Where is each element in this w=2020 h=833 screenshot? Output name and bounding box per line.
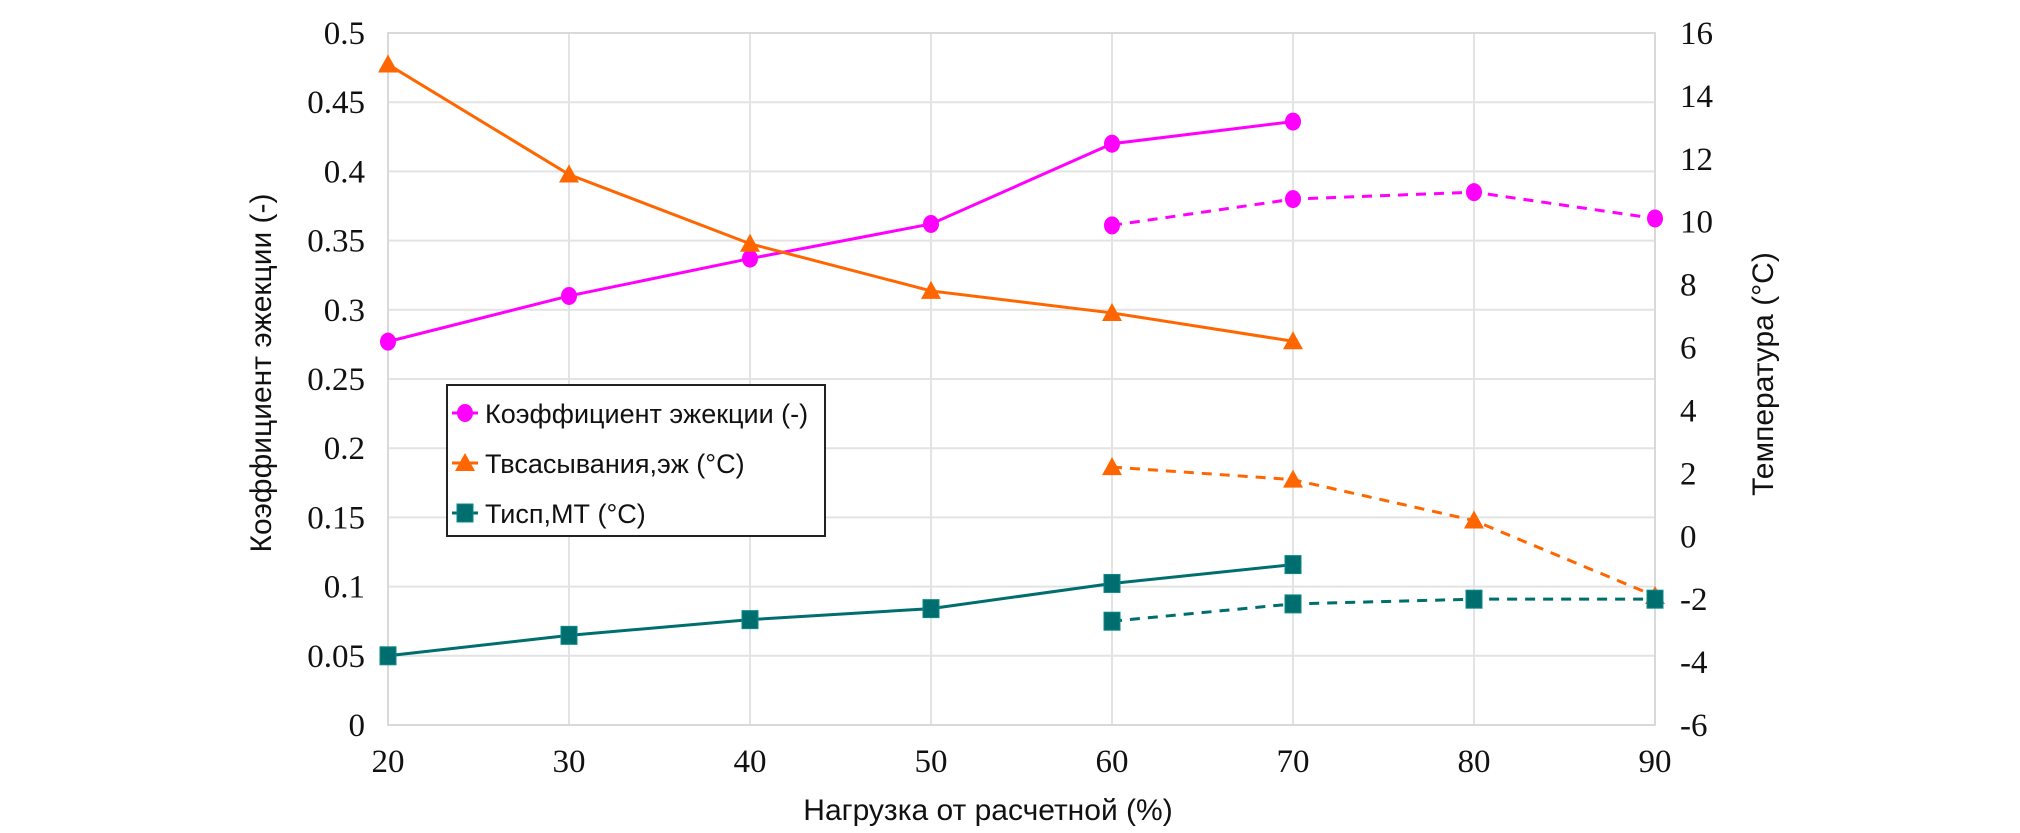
series-line [1111, 597, 1655, 623]
data-point [1284, 594, 1302, 614]
data-point [560, 625, 578, 645]
y2-tick-label: 10 [1680, 205, 1713, 241]
series-3 [378, 54, 1303, 350]
series-6 [1103, 589, 1664, 631]
data-point [1285, 190, 1301, 209]
y-tick-label: 0.15 [307, 500, 365, 536]
data-point [921, 280, 941, 299]
y-tick-label: 0.25 [307, 362, 365, 398]
data-point [742, 249, 758, 268]
x-tick-label: 50 [915, 744, 948, 780]
x-tick-label: 40 [734, 744, 767, 780]
y-axis-left-ticks: 0 0.05 0.1 0.15 0.2 0.25 0.3 0.35 0.4 0.45 0.5 [307, 16, 365, 744]
y2-tick-label: -6 [1680, 708, 1708, 744]
data-point [559, 164, 579, 183]
series-line [387, 63, 1294, 343]
data-point [1283, 469, 1303, 488]
data-point [1465, 589, 1483, 609]
y-tick-label: 0.35 [307, 224, 365, 260]
series-1 [380, 112, 1301, 351]
data-point [1464, 510, 1484, 529]
y2-tick-label: -4 [1680, 645, 1708, 681]
y-tick-label: 0 [349, 708, 366, 744]
data-point [1284, 555, 1302, 575]
x-tick-label: 90 [1639, 744, 1672, 780]
data-point [561, 286, 577, 305]
x-tick-label: 30 [553, 744, 586, 780]
legend-item: Твсасывания,эж (°C) [452, 449, 745, 479]
series-line [1111, 190, 1656, 227]
y2-tick-label: 6 [1680, 331, 1697, 367]
y2-tick-label: 0 [1680, 519, 1697, 555]
legend-item: Коэффициент эжекции (-) [452, 399, 808, 429]
data-point [923, 214, 939, 233]
legend-marker-icon [456, 503, 474, 523]
y2-tick-label: 4 [1680, 393, 1697, 429]
y-axis-left-title: Коэффициент эжекции (-) [245, 193, 278, 552]
data-point [741, 610, 759, 630]
data-point [1646, 589, 1664, 609]
y-axis-right-ticks: -6 -4 -2 0 2 4 6 8 10 12 14 16 [1680, 16, 1713, 744]
legend-box [446, 384, 826, 537]
data-point [1103, 573, 1121, 593]
legend-label: Твсасывания,эж (°C) [485, 449, 745, 479]
series-line [387, 120, 1294, 344]
data-point [1647, 209, 1663, 228]
x-tick-label: 60 [1096, 744, 1129, 780]
data-point [1285, 112, 1301, 131]
y2-tick-label: 8 [1680, 268, 1697, 304]
y-tick-label: 0.4 [324, 154, 365, 190]
x-tick-label: 80 [1458, 744, 1491, 780]
series-line [1111, 465, 1656, 598]
y2-tick-label: 12 [1680, 142, 1713, 178]
y2-tick-label: 14 [1680, 79, 1713, 115]
legend-item: Тисп,МТ (°C) [452, 499, 646, 529]
legend-marker-icon [457, 404, 473, 422]
data-point [1102, 302, 1122, 321]
y2-tick-label: 2 [1680, 456, 1697, 492]
y-tick-label: 0.45 [307, 85, 365, 121]
series-5 [379, 555, 1302, 666]
data-point [740, 233, 760, 252]
x-tick-label: 20 [372, 744, 405, 780]
y-tick-label: 0.05 [307, 639, 365, 675]
series-2 [1104, 183, 1663, 235]
plot-area-frame [387, 32, 1656, 726]
x-axis-ticks: 20 30 40 50 60 70 80 90 [372, 744, 1672, 780]
series-4 [1102, 457, 1665, 605]
y-tick-label: 0.3 [324, 293, 365, 329]
data-point [1104, 216, 1120, 235]
legend-label: Коэффициент эжекции (-) [485, 399, 808, 429]
x-axis-title: Нагрузка от расчетной (%) [803, 794, 1172, 827]
legend-label: Тисп,МТ (°C) [485, 499, 646, 529]
data-point [380, 332, 396, 351]
data-point [1103, 611, 1121, 631]
data-point [922, 599, 940, 619]
legend-marker-icon [455, 453, 475, 471]
series [378, 54, 1665, 666]
grid [387, 32, 1656, 726]
x-tick-label: 70 [1277, 744, 1310, 780]
y-axis-right-title: Температура (°C) [1747, 252, 1780, 496]
legend: Коэффициент эжекции (-) Твсасывания,эж (°… [446, 384, 826, 537]
data-point [1104, 134, 1120, 153]
data-point [379, 646, 397, 666]
y-tick-label: 0.5 [324, 16, 365, 52]
y2-tick-label: -2 [1680, 582, 1708, 618]
data-point [1283, 331, 1303, 350]
series-line [387, 563, 1294, 658]
y-tick-label: 0.1 [324, 570, 365, 606]
data-point [1466, 183, 1482, 202]
data-point [378, 54, 398, 73]
y2-tick-label: 16 [1680, 16, 1713, 52]
y-tick-label: 0.2 [324, 431, 365, 467]
data-point [1102, 457, 1122, 476]
